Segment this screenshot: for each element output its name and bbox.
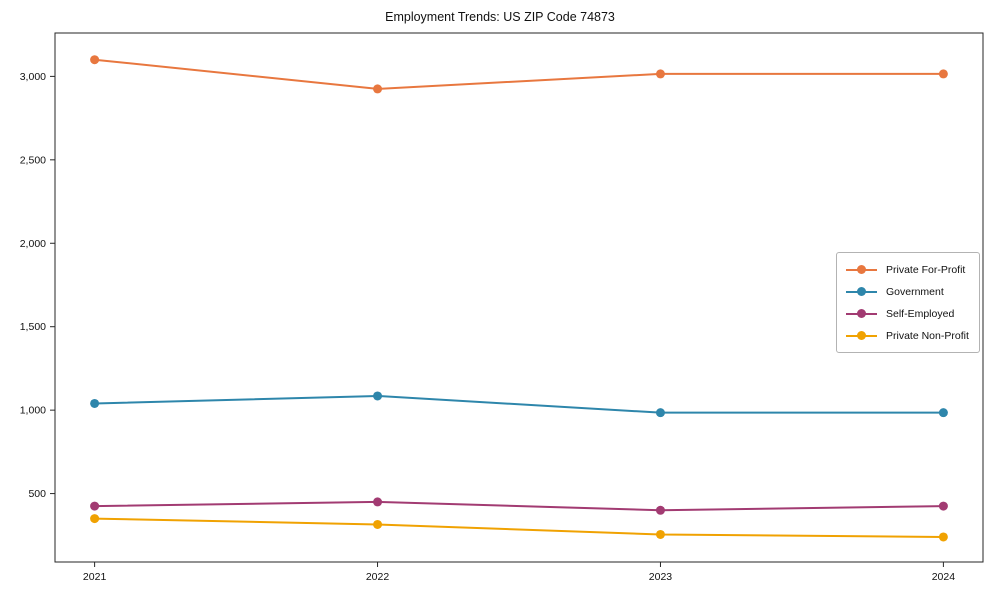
- series-private-for-profit: [90, 55, 948, 94]
- series-line-government: [94, 394, 944, 414]
- data-point-private-non-profit-2022: [373, 519, 383, 529]
- data-point-self-employed-2023: [655, 505, 665, 515]
- x-axis-tick-label: 2023: [649, 571, 673, 583]
- data-point-private-non-profit-2024: [938, 532, 948, 542]
- plot-frame: [54, 32, 984, 563]
- legend-label: Government: [886, 285, 944, 298]
- x-axis-tick-label: 2022: [366, 571, 390, 583]
- x-axis-tick-label: 2024: [932, 571, 956, 583]
- series-line-private-non-profit: [94, 517, 944, 538]
- legend-item-private-for-profit: Private For-Profit: [846, 260, 969, 279]
- legend-marker-icon: [846, 287, 877, 297]
- x-axis: 2021 2022 2023 2024: [83, 562, 955, 583]
- legend-marker-icon: [846, 309, 877, 319]
- legend-label: Private For-Profit: [886, 263, 966, 276]
- data-point-self-employed-2024: [938, 501, 948, 511]
- series-private-non-profit: [90, 514, 948, 542]
- data-point-private-non-profit-2023: [655, 529, 665, 539]
- legend-label: Private Non-Profit: [886, 329, 969, 342]
- series-line-self-employed: [94, 500, 944, 512]
- series-line-private-for-profit: [94, 58, 944, 90]
- y-axis-tick-label: 1,000: [20, 405, 46, 417]
- chart-title: Employment Trends: US ZIP Code 74873: [385, 10, 615, 24]
- legend: Private For-Profit Government Self-Employe…: [836, 252, 980, 353]
- y-axis: 500 1,000 1,500 2,000 2,500 3,000: [20, 71, 55, 500]
- y-axis-tick-label: 2,000: [20, 238, 46, 250]
- data-point-self-employed-2022: [373, 497, 383, 507]
- legend-marker-icon: [846, 265, 877, 275]
- data-point-government-2021: [90, 398, 100, 408]
- series-government: [90, 391, 948, 418]
- y-axis-tick-label: 1,500: [20, 321, 46, 333]
- data-point-private-for-profit-2024: [938, 69, 948, 79]
- y-axis-tick-label: 500: [28, 488, 46, 500]
- data-point-government-2024: [938, 408, 948, 418]
- data-point-private-for-profit-2021: [90, 55, 100, 65]
- data-point-private-for-profit-2023: [655, 69, 665, 79]
- data-point-private-non-profit-2021: [90, 514, 100, 524]
- series-self-employed: [90, 497, 948, 515]
- data-point-government-2022: [373, 391, 383, 401]
- legend-item-private-non-profit: Private Non-Profit: [846, 326, 969, 345]
- legend-item-government: Government: [846, 282, 969, 301]
- legend-marker-icon: [846, 331, 877, 341]
- legend-label: Self-Employed: [886, 307, 955, 320]
- y-axis-tick-label: 3,000: [20, 71, 46, 83]
- data-point-self-employed-2021: [90, 501, 100, 511]
- data-point-government-2023: [655, 408, 665, 418]
- y-axis-tick-label: 2,500: [20, 154, 46, 166]
- legend-item-self-employed: Self-Employed: [846, 304, 969, 323]
- data-point-private-for-profit-2022: [373, 84, 383, 94]
- x-axis-tick-label: 2021: [83, 571, 107, 583]
